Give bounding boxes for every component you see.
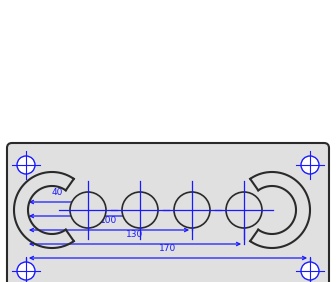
FancyBboxPatch shape — [7, 143, 329, 282]
Text: 100: 100 — [100, 216, 118, 225]
Text: 130: 130 — [126, 230, 143, 239]
Text: 70: 70 — [77, 202, 89, 211]
Text: 170: 170 — [159, 244, 177, 253]
Circle shape — [174, 192, 210, 228]
Circle shape — [17, 262, 35, 280]
Circle shape — [301, 156, 319, 174]
Circle shape — [70, 192, 106, 228]
Text: 40: 40 — [51, 188, 63, 197]
Circle shape — [226, 192, 262, 228]
Circle shape — [301, 262, 319, 280]
Circle shape — [122, 192, 158, 228]
Circle shape — [17, 156, 35, 174]
